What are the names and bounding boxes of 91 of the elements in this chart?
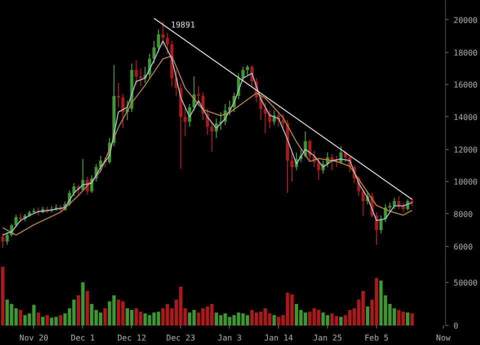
bar xyxy=(36,312,40,326)
x-tick-label: Jan 3 xyxy=(218,334,242,342)
x-tick-label: Dec 1 xyxy=(70,334,96,342)
candlestick xyxy=(246,64,250,76)
bar xyxy=(86,290,89,326)
x-tick-label: Now xyxy=(436,334,451,342)
y-tick-label: 8000 xyxy=(454,210,473,219)
bar xyxy=(188,312,192,326)
x-tick-label: Dec 12 xyxy=(117,334,146,342)
y-tick-label: 16000 xyxy=(454,80,478,90)
candlestick xyxy=(1,232,4,248)
bar xyxy=(236,312,240,326)
bar xyxy=(374,278,378,326)
y-tick-label: 10000 xyxy=(454,178,478,187)
bar xyxy=(18,310,22,326)
bar xyxy=(161,308,165,326)
candlestick xyxy=(161,21,164,46)
candlestick xyxy=(397,196,400,210)
bar xyxy=(14,308,18,326)
candlestick xyxy=(268,110,272,129)
bar xyxy=(321,312,325,326)
candlestick xyxy=(14,214,18,228)
bar xyxy=(286,292,290,326)
x-tick-label: Jan 25 xyxy=(313,334,342,342)
bar xyxy=(406,312,410,326)
candlestick xyxy=(116,82,120,108)
bar xyxy=(23,315,27,326)
x-tick-label: Jan 14 xyxy=(264,334,294,342)
candlestick xyxy=(139,68,142,87)
candlestick xyxy=(156,29,160,53)
y-tick-label: 50000 xyxy=(454,278,478,288)
bar xyxy=(152,312,156,326)
bar xyxy=(410,313,414,326)
candlestick xyxy=(388,202,392,213)
y-tick-label: 6000 xyxy=(454,242,473,252)
bar xyxy=(254,312,258,326)
candlestick xyxy=(282,113,285,130)
bar xyxy=(1,266,4,326)
candlestick xyxy=(166,32,169,54)
bar xyxy=(46,315,49,326)
bar xyxy=(32,304,36,326)
annotation: 19891 xyxy=(170,20,196,30)
x-tick-label: Dec 23 xyxy=(166,334,196,342)
bar xyxy=(81,282,84,326)
candlestick xyxy=(392,197,396,210)
bar xyxy=(206,306,210,326)
bar xyxy=(10,304,14,326)
bar xyxy=(366,306,370,326)
y-tick-label: 0 xyxy=(454,322,458,330)
candlestick xyxy=(210,121,214,152)
bar xyxy=(148,315,152,326)
bar xyxy=(41,316,44,326)
bar xyxy=(54,316,58,326)
bar xyxy=(103,308,107,326)
bar xyxy=(201,308,205,326)
bar xyxy=(334,316,338,326)
bar xyxy=(192,310,196,326)
bar xyxy=(116,300,120,326)
bar xyxy=(290,294,294,326)
bar xyxy=(379,280,383,326)
candlestick xyxy=(317,158,320,181)
candlestick xyxy=(402,202,405,213)
bar xyxy=(250,310,254,326)
candlestick xyxy=(196,86,200,106)
candlestick xyxy=(134,60,138,86)
candlestick xyxy=(6,231,9,246)
candlestick xyxy=(264,102,267,134)
candlestick xyxy=(184,106,187,137)
bar xyxy=(121,301,125,326)
bar xyxy=(156,312,160,326)
bar xyxy=(326,315,330,326)
bar xyxy=(72,300,76,326)
y-tick-label: 14000 xyxy=(454,112,478,122)
bar xyxy=(58,315,62,326)
y-tick-label: 12000 xyxy=(454,145,478,154)
bar xyxy=(232,315,236,326)
bar xyxy=(143,313,147,326)
x-tick-label: Nov 20 xyxy=(19,334,49,342)
bar xyxy=(246,315,250,326)
bar xyxy=(272,315,276,326)
x-tick-label: Feb 5 xyxy=(364,334,389,342)
bar xyxy=(166,304,170,326)
bar xyxy=(210,304,214,326)
candlestick xyxy=(290,152,294,182)
bar xyxy=(276,316,280,326)
bar xyxy=(98,312,102,326)
candlestick xyxy=(308,139,312,162)
y-tick-label: 20000 xyxy=(454,16,478,25)
bar xyxy=(76,295,80,326)
bar xyxy=(294,304,298,326)
y-tick-label: 18000 xyxy=(454,48,478,58)
